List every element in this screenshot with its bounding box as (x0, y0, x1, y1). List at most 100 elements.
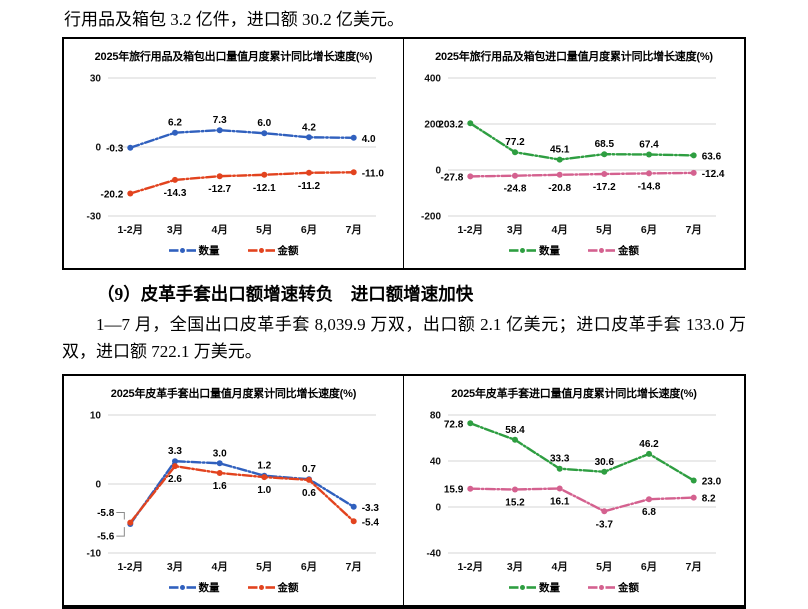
svg-text:-0.3: -0.3 (106, 144, 124, 155)
svg-text:6月: 6月 (641, 561, 657, 573)
svg-text:-12.4: -12.4 (702, 169, 725, 180)
legend-marker-icon (588, 585, 615, 591)
legend-item: 金额 (247, 580, 299, 595)
chart-canvas: 10 0 -10 1-2月 3月 4月 5月 6月 7月 -5.8 3.3 3.0 1.2 0.7 -3.3… (86, 411, 379, 574)
svg-text:-10: -10 (86, 549, 101, 560)
svg-text:68.5: 68.5 (595, 139, 615, 150)
svg-text:45.1: 45.1 (550, 145, 570, 156)
svg-text:46.2: 46.2 (639, 439, 659, 450)
svg-text:-20.8: -20.8 (548, 183, 571, 194)
svg-text:0: 0 (95, 480, 101, 491)
svg-text:40: 40 (430, 457, 442, 468)
svg-text:-11.2: -11.2 (297, 181, 320, 192)
section-heading: （9）皮革手套出口额增速转负 进口额增速加快 (97, 284, 474, 304)
travel-goods-chart-row: 2025年旅行用品及箱包出口量值月度累计同比增长速度(%) 30 0 -30 1-2月… (62, 37, 746, 270)
svg-text:1-2月: 1-2月 (457, 224, 483, 236)
svg-text:203.2: 203.2 (438, 119, 463, 130)
svg-text:5月: 5月 (256, 561, 272, 573)
svg-text:2.6: 2.6 (168, 474, 182, 485)
legend-item: 数量 (168, 580, 220, 595)
svg-text:-17.2: -17.2 (593, 182, 616, 193)
svg-text:33.3: 33.3 (550, 454, 570, 465)
svg-text:0: 0 (95, 143, 101, 154)
svg-text:67.4: 67.4 (639, 140, 659, 151)
svg-text:7月: 7月 (345, 224, 361, 236)
legend-marker-icon (247, 248, 275, 253)
svg-text:1.2: 1.2 (257, 461, 271, 472)
svg-text:-14.3: -14.3 (163, 188, 186, 199)
chart-travel-import: 2025年旅行用品及箱包进口量值月度累计同比增长速度(%) 400 200 0 -20… (404, 39, 744, 268)
svg-text:4月: 4月 (211, 224, 227, 236)
svg-text:72.8: 72.8 (444, 420, 464, 431)
svg-text:400: 400 (424, 74, 441, 85)
svg-text:-14.8: -14.8 (638, 181, 661, 192)
svg-text:1-2月: 1-2月 (117, 561, 143, 573)
svg-text:0: 0 (435, 166, 441, 177)
svg-text:5月: 5月 (596, 224, 612, 236)
svg-text:3.0: 3.0 (212, 449, 226, 460)
svg-text:77.2: 77.2 (505, 137, 525, 148)
svg-text:-200: -200 (421, 212, 441, 223)
legend-marker-icon (168, 248, 196, 253)
svg-text:6.8: 6.8 (642, 508, 656, 519)
svg-text:30: 30 (89, 74, 101, 85)
chart-gloves-import: 2025年皮革手套进口量值月度累计同比增长速度(%) 80 40 0 -40 1-2月 3… (404, 376, 744, 605)
svg-text:7月: 7月 (345, 561, 361, 573)
svg-text:8.2: 8.2 (702, 494, 716, 505)
svg-text:0: 0 (435, 503, 441, 514)
svg-text:6.2: 6.2 (168, 118, 182, 129)
svg-text:7月: 7月 (686, 224, 702, 236)
svg-text:7月: 7月 (686, 561, 702, 573)
svg-text:4.0: 4.0 (361, 134, 375, 145)
svg-text:-24.8: -24.8 (504, 184, 527, 195)
legend-marker-icon (247, 585, 275, 591)
svg-text:0.7: 0.7 (302, 465, 316, 476)
svg-text:-3.7: -3.7 (596, 520, 614, 531)
legend-item: 金额 (588, 580, 639, 595)
chart-travel-export: 2025年旅行用品及箱包出口量值月度累计同比增长速度(%) 30 0 -30 1-2月… (64, 39, 404, 268)
svg-text:-12.7: -12.7 (208, 184, 231, 195)
chart-legend: 数量 金额 (404, 243, 744, 258)
chart-title: 2025年皮革手套进口量值月度累计同比增长速度(%) (451, 388, 697, 401)
chart-canvas: 80 40 0 -40 1-2月 3月 4月 5月 6月 7月 72.8 58.4 33.3 30.6 46… (427, 411, 722, 574)
svg-text:3月: 3月 (507, 224, 523, 236)
svg-text:7.3: 7.3 (212, 115, 226, 126)
legend-label: 数量 (539, 582, 560, 595)
svg-text:-5.6: -5.6 (97, 532, 115, 543)
svg-text:5月: 5月 (256, 224, 272, 236)
svg-text:80: 80 (430, 411, 442, 422)
chart-canvas: 30 0 -30 1-2月 3月 4月 5月 6月 7月 -0.3 6.2 7.3 6.0 4.2 4.0 -… (86, 74, 384, 237)
chart-title: 2025年旅行用品及箱包出口量值月度累计同比增长速度(%) (94, 51, 373, 63)
svg-text:0.6: 0.6 (302, 488, 316, 499)
legend-marker-icon (509, 585, 536, 591)
svg-text:4月: 4月 (211, 561, 227, 573)
leather-gloves-chart-row: 2025年皮革手套出口量值月度累计同比增长速度(%) 10 0 -10 1-2月 3月 4… (62, 374, 746, 609)
svg-text:15.9: 15.9 (444, 485, 464, 496)
svg-text:58.4: 58.4 (505, 425, 525, 436)
svg-text:15.2: 15.2 (505, 498, 525, 509)
svg-text:4.2: 4.2 (302, 122, 316, 133)
legend-label: 数量 (198, 245, 220, 257)
svg-text:6月: 6月 (300, 561, 316, 573)
svg-text:63.6: 63.6 (702, 151, 722, 162)
legend-item: 数量 (168, 243, 220, 258)
svg-text:3月: 3月 (166, 224, 182, 236)
svg-text:16.1: 16.1 (550, 497, 570, 508)
legend-label: 数量 (198, 582, 220, 595)
chart-canvas: 400 200 0 -200 1-2月 3月 4月 5月 6月 7月 203.2 77.2 45.1 68… (421, 74, 725, 237)
svg-text:3月: 3月 (166, 561, 182, 573)
chart-title: 2025年皮革手套出口量值月度累计同比增长速度(%) (110, 388, 357, 401)
svg-text:-11.0: -11.0 (361, 168, 384, 179)
svg-text:5月: 5月 (596, 561, 612, 573)
chart-legend: 数量 金额 (404, 580, 744, 595)
legend-label: 数量 (539, 245, 560, 257)
svg-text:6月: 6月 (300, 224, 316, 236)
legend-label: 金额 (277, 245, 299, 257)
svg-text:1.6: 1.6 (212, 481, 226, 492)
svg-text:-27.8: -27.8 (441, 172, 464, 183)
svg-text:-20.2: -20.2 (100, 190, 123, 201)
chart-gloves-export: 2025年皮革手套出口量值月度累计同比增长速度(%) 10 0 -10 1-2月 3月 4… (64, 376, 404, 606)
body-paragraph: 1—7 月，全国出口皮革手套 8,039.9 万双，出口额 2.1 亿美元；进口… (62, 315, 746, 362)
legend-marker-icon (588, 248, 615, 253)
page-content: 行用品及箱包 3.2 亿件，进口额 30.2 亿美元。 2025年旅行用品及箱包… (62, 5, 746, 609)
